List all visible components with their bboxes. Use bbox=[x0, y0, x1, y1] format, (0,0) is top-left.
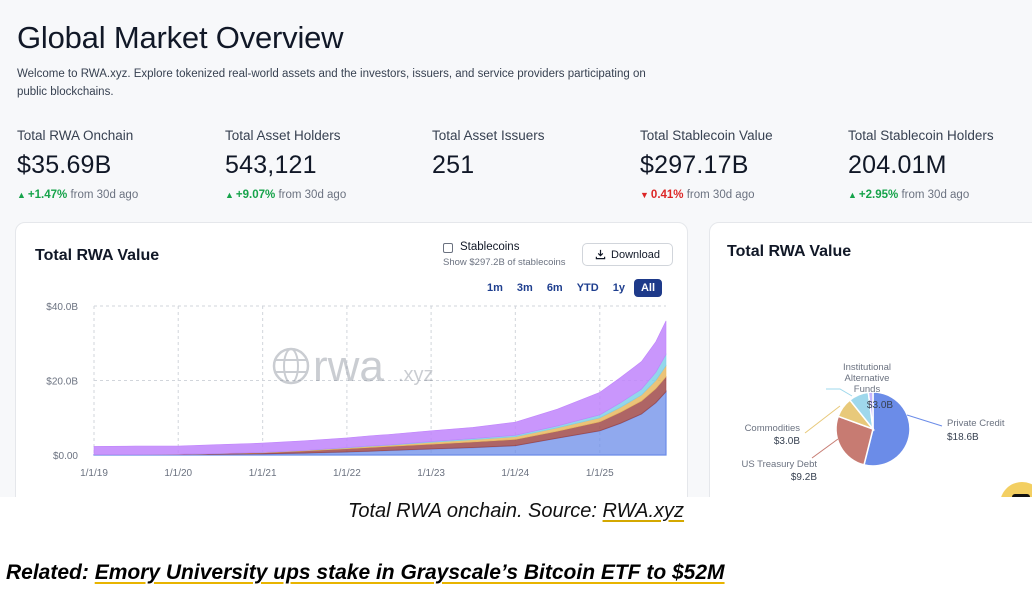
download-label: Download bbox=[611, 248, 660, 261]
x-tick-label: 1/1/21 bbox=[249, 468, 277, 479]
pie-slice-1 bbox=[835, 415, 874, 466]
arrow-up-icon: ▲ bbox=[225, 190, 234, 200]
pie-label-private-credit: Private Credit bbox=[947, 418, 1005, 429]
pie-slice-0 bbox=[863, 391, 911, 467]
stat-total-rwa-onchain: Total RWA Onchain $35.69B ▲ +1.47% from 3… bbox=[17, 128, 217, 201]
stat-label: Total Stablecoin Holders bbox=[848, 128, 994, 143]
pie-label-institutional-funds: Institutional Alternative Funds bbox=[843, 362, 891, 395]
range-all[interactable]: All bbox=[633, 279, 663, 297]
x-tick-label: 1/1/20 bbox=[164, 468, 192, 479]
pie-leader-lines bbox=[804, 388, 943, 459]
stat-value: $35.69B bbox=[17, 151, 112, 179]
globe-icon bbox=[272, 347, 310, 385]
range-ytd[interactable]: YTD bbox=[576, 282, 599, 294]
stat-total-asset-holders: Total Asset Holders 543,121 ▲ +9.07% from… bbox=[225, 128, 425, 201]
stat-value: $297.17B bbox=[640, 151, 749, 179]
stat-label: Total Stablecoin Value bbox=[640, 128, 773, 143]
arrow-up-icon: ▲ bbox=[848, 190, 857, 200]
leader-line bbox=[906, 414, 943, 427]
chat-widget-button[interactable] bbox=[1000, 482, 1032, 497]
chart-axes: $0.00 $20.0B $40.0B 1/1/19 1/1/20 1/1/21 1/1/2… bbox=[46, 302, 614, 479]
arrow-down-icon: ▼ bbox=[640, 190, 649, 200]
page-title: Global Market Overview bbox=[17, 20, 344, 55]
pie-value-us-treasury: $9.2B bbox=[791, 472, 817, 483]
x-tick-label: 1/1/22 bbox=[333, 468, 361, 479]
watermark-suffix: .xyz bbox=[398, 364, 434, 386]
range-3m[interactable]: 3m bbox=[516, 282, 533, 294]
stat-label: Total RWA Onchain bbox=[17, 128, 134, 143]
rwa-breakdown-pie-chart: Private Credit $18.6B US Treasury Debt $… bbox=[742, 362, 1005, 483]
stablecoins-checkbox[interactable] bbox=[443, 243, 453, 253]
intro-text: Welcome to RWA.xyz. Explore tokenized re… bbox=[17, 68, 646, 98]
stablecoins-label: Stablecoins bbox=[460, 241, 520, 253]
rwa-breakdown-card: Total RWA Value Private Credit $18.6B US… bbox=[709, 222, 1032, 497]
range-6m[interactable]: 6m bbox=[546, 282, 563, 294]
caption-source-link[interactable]: RWA.xyz bbox=[602, 500, 685, 522]
rwa-watermark: rwa .xyz bbox=[272, 342, 434, 391]
stat-label: Total Asset Issuers bbox=[432, 128, 545, 143]
card-title: Total RWA Value bbox=[727, 243, 852, 260]
image-caption: Total RWA onchain. Source: RWA.xyz bbox=[0, 500, 1032, 523]
stat-change: ▼ 0.41% from 30d ago bbox=[640, 189, 755, 201]
stat-total-stablecoin-value: Total Stablecoin Value $297.17B ▼ 0.41% f… bbox=[640, 128, 840, 201]
caption-text: Total RWA onchain. Source: bbox=[347, 500, 603, 522]
y-tick-label: $40.0B bbox=[46, 302, 78, 313]
arrow-up-icon: ▲ bbox=[17, 190, 26, 200]
total-rwa-value-card: Total RWA Value Stablecoins Show $297.2B… bbox=[15, 222, 688, 497]
chat-icon bbox=[1012, 494, 1030, 497]
download-icon bbox=[595, 249, 606, 260]
y-tick-label: $20.0B bbox=[46, 377, 78, 388]
y-tick-label: $0.00 bbox=[53, 451, 78, 462]
pie-slices bbox=[835, 391, 911, 467]
total-rwa-area-chart: rwa .xyz $0.00 $20.0B $40.0B 1/1/19 1/1/20 1/… bbox=[46, 302, 667, 479]
related-article: Related: Emory University ups stake in G… bbox=[6, 561, 725, 585]
x-tick-label: 1/1/24 bbox=[501, 468, 529, 479]
pie-label-us-treasury: US Treasury Debt bbox=[742, 459, 818, 470]
stat-change: ▲ +9.07% from 30d ago bbox=[225, 189, 347, 201]
pie-value-private-credit: $18.6B bbox=[947, 432, 979, 443]
pie-slice-4 bbox=[867, 391, 874, 430]
pie-value-commodities: $3.0B bbox=[774, 436, 800, 447]
stat-value: 251 bbox=[432, 151, 475, 179]
download-button[interactable]: Download bbox=[582, 243, 673, 266]
range-1y[interactable]: 1y bbox=[612, 282, 625, 294]
stat-total-asset-issuers: Total Asset Issuers 251 bbox=[432, 128, 632, 180]
stat-value: 204.01M bbox=[848, 151, 947, 179]
range-1m[interactable]: 1m bbox=[487, 282, 503, 294]
card-title: Total RWA Value bbox=[35, 247, 160, 264]
time-range-selector: 1m 3m 6m YTD 1y All bbox=[482, 279, 663, 297]
chart-series bbox=[93, 320, 667, 456]
related-prefix: Related: bbox=[6, 561, 95, 584]
stat-total-stablecoin-holders: Total Stablecoin Holders 204.01M ▲ +2.95%… bbox=[848, 128, 1032, 201]
watermark-text: rwa bbox=[313, 342, 384, 391]
stat-value: 543,121 bbox=[225, 151, 317, 179]
related-article-link[interactable]: Emory University ups stake in Grayscale’… bbox=[94, 561, 725, 584]
leader-line bbox=[804, 405, 841, 434]
stablecoins-subtext: Show $297.2B of stablecoins bbox=[443, 257, 566, 268]
area-series-4 bbox=[93, 320, 667, 455]
screenshot-panel: Global Market Overview Welcome to RWA.xy… bbox=[15, 20, 1032, 497]
leader-line bbox=[826, 388, 853, 397]
leader-line bbox=[811, 438, 839, 459]
pie-label-commodities: Commodities bbox=[745, 423, 801, 434]
stat-change: ▲ +2.95% from 30d ago bbox=[848, 189, 970, 201]
x-tick-label: 1/1/23 bbox=[417, 468, 445, 479]
stat-change: ▲ +1.47% from 30d ago bbox=[17, 189, 139, 201]
x-tick-label: 1/1/19 bbox=[80, 468, 108, 479]
x-tick-label: 1/1/25 bbox=[586, 468, 614, 479]
globe-meridian bbox=[283, 348, 299, 384]
pie-value-institutional-funds: $3.0B bbox=[867, 400, 893, 411]
stat-label: Total Asset Holders bbox=[225, 128, 341, 143]
